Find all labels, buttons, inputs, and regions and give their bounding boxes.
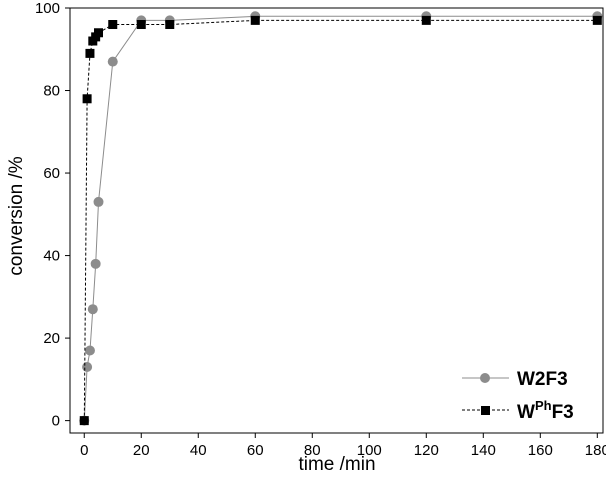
legend-label-wphf3-suffix: F3 (552, 402, 574, 423)
y-axis: 0 20 40 60 80 100 (35, 0, 70, 430)
data-point-w2f3 (87, 304, 98, 315)
data-point-wphf3 (165, 20, 175, 30)
y-tick-label: 40 (43, 248, 60, 265)
x-axis-label: time /min (298, 454, 375, 475)
x-tick-label: 160 (528, 442, 553, 459)
x-tick-label: 60 (247, 442, 264, 459)
series-line-wphf3 (83, 19, 598, 421)
y-axis-label: conversion /% (6, 156, 27, 275)
plot-frame (69, 7, 604, 434)
y-tick-label: 80 (43, 83, 60, 100)
legend-label-wphf3: WPhF3 (517, 398, 574, 423)
data-point-wphf3 (82, 94, 92, 104)
legend-label-wphf3-sup: Ph (535, 398, 552, 413)
series-layer (79, 11, 603, 426)
x-tick-label: 40 (190, 442, 207, 459)
data-point-wphf3 (250, 15, 260, 25)
y-tick-label: 100 (35, 0, 60, 17)
x-tick-label: 140 (471, 442, 496, 459)
x-tick-label: 100 (357, 442, 382, 459)
x-tick-label: 120 (414, 442, 439, 459)
data-point-wphf3 (108, 20, 118, 30)
x-tick-label: 80 (304, 442, 321, 459)
legend-entry-wphf3: WPhF3 (462, 398, 574, 423)
legend-marker-w2f3 (480, 373, 490, 383)
data-point-wphf3 (94, 28, 104, 38)
legend-label-wphf3-base: W (517, 402, 535, 423)
legend-label-w2f3: W2F3 (517, 369, 568, 390)
data-point-wphf3 (136, 20, 146, 30)
legend-entry-w2f3: W2F3 (462, 369, 568, 390)
data-point-wphf3 (421, 15, 431, 25)
data-point-wphf3 (592, 15, 602, 25)
data-point-w2f3 (93, 196, 104, 207)
data-point-wphf3 (79, 416, 89, 426)
data-point-w2f3 (90, 258, 101, 269)
x-tick-label: 180 (585, 442, 606, 459)
x-tick-label: 20 (133, 442, 150, 459)
data-point-w2f3 (107, 56, 118, 67)
plot-area-border (69, 7, 604, 434)
data-point-w2f3 (82, 361, 93, 372)
y-tick-label: 60 (43, 165, 60, 182)
y-tick-label: 0 (52, 413, 60, 430)
series-line-w2f3 (83, 15, 598, 421)
x-axis: 0 20 40 60 80 100 120 140 160 180 (80, 433, 606, 459)
y-tick-label: 20 (43, 330, 60, 347)
legend: W2F3 WPhF3 (462, 369, 574, 423)
data-point-w2f3 (84, 345, 95, 356)
x-tick-label: 0 (80, 442, 88, 459)
legend-marker-wphf3 (481, 406, 490, 415)
data-point-wphf3 (85, 48, 95, 58)
